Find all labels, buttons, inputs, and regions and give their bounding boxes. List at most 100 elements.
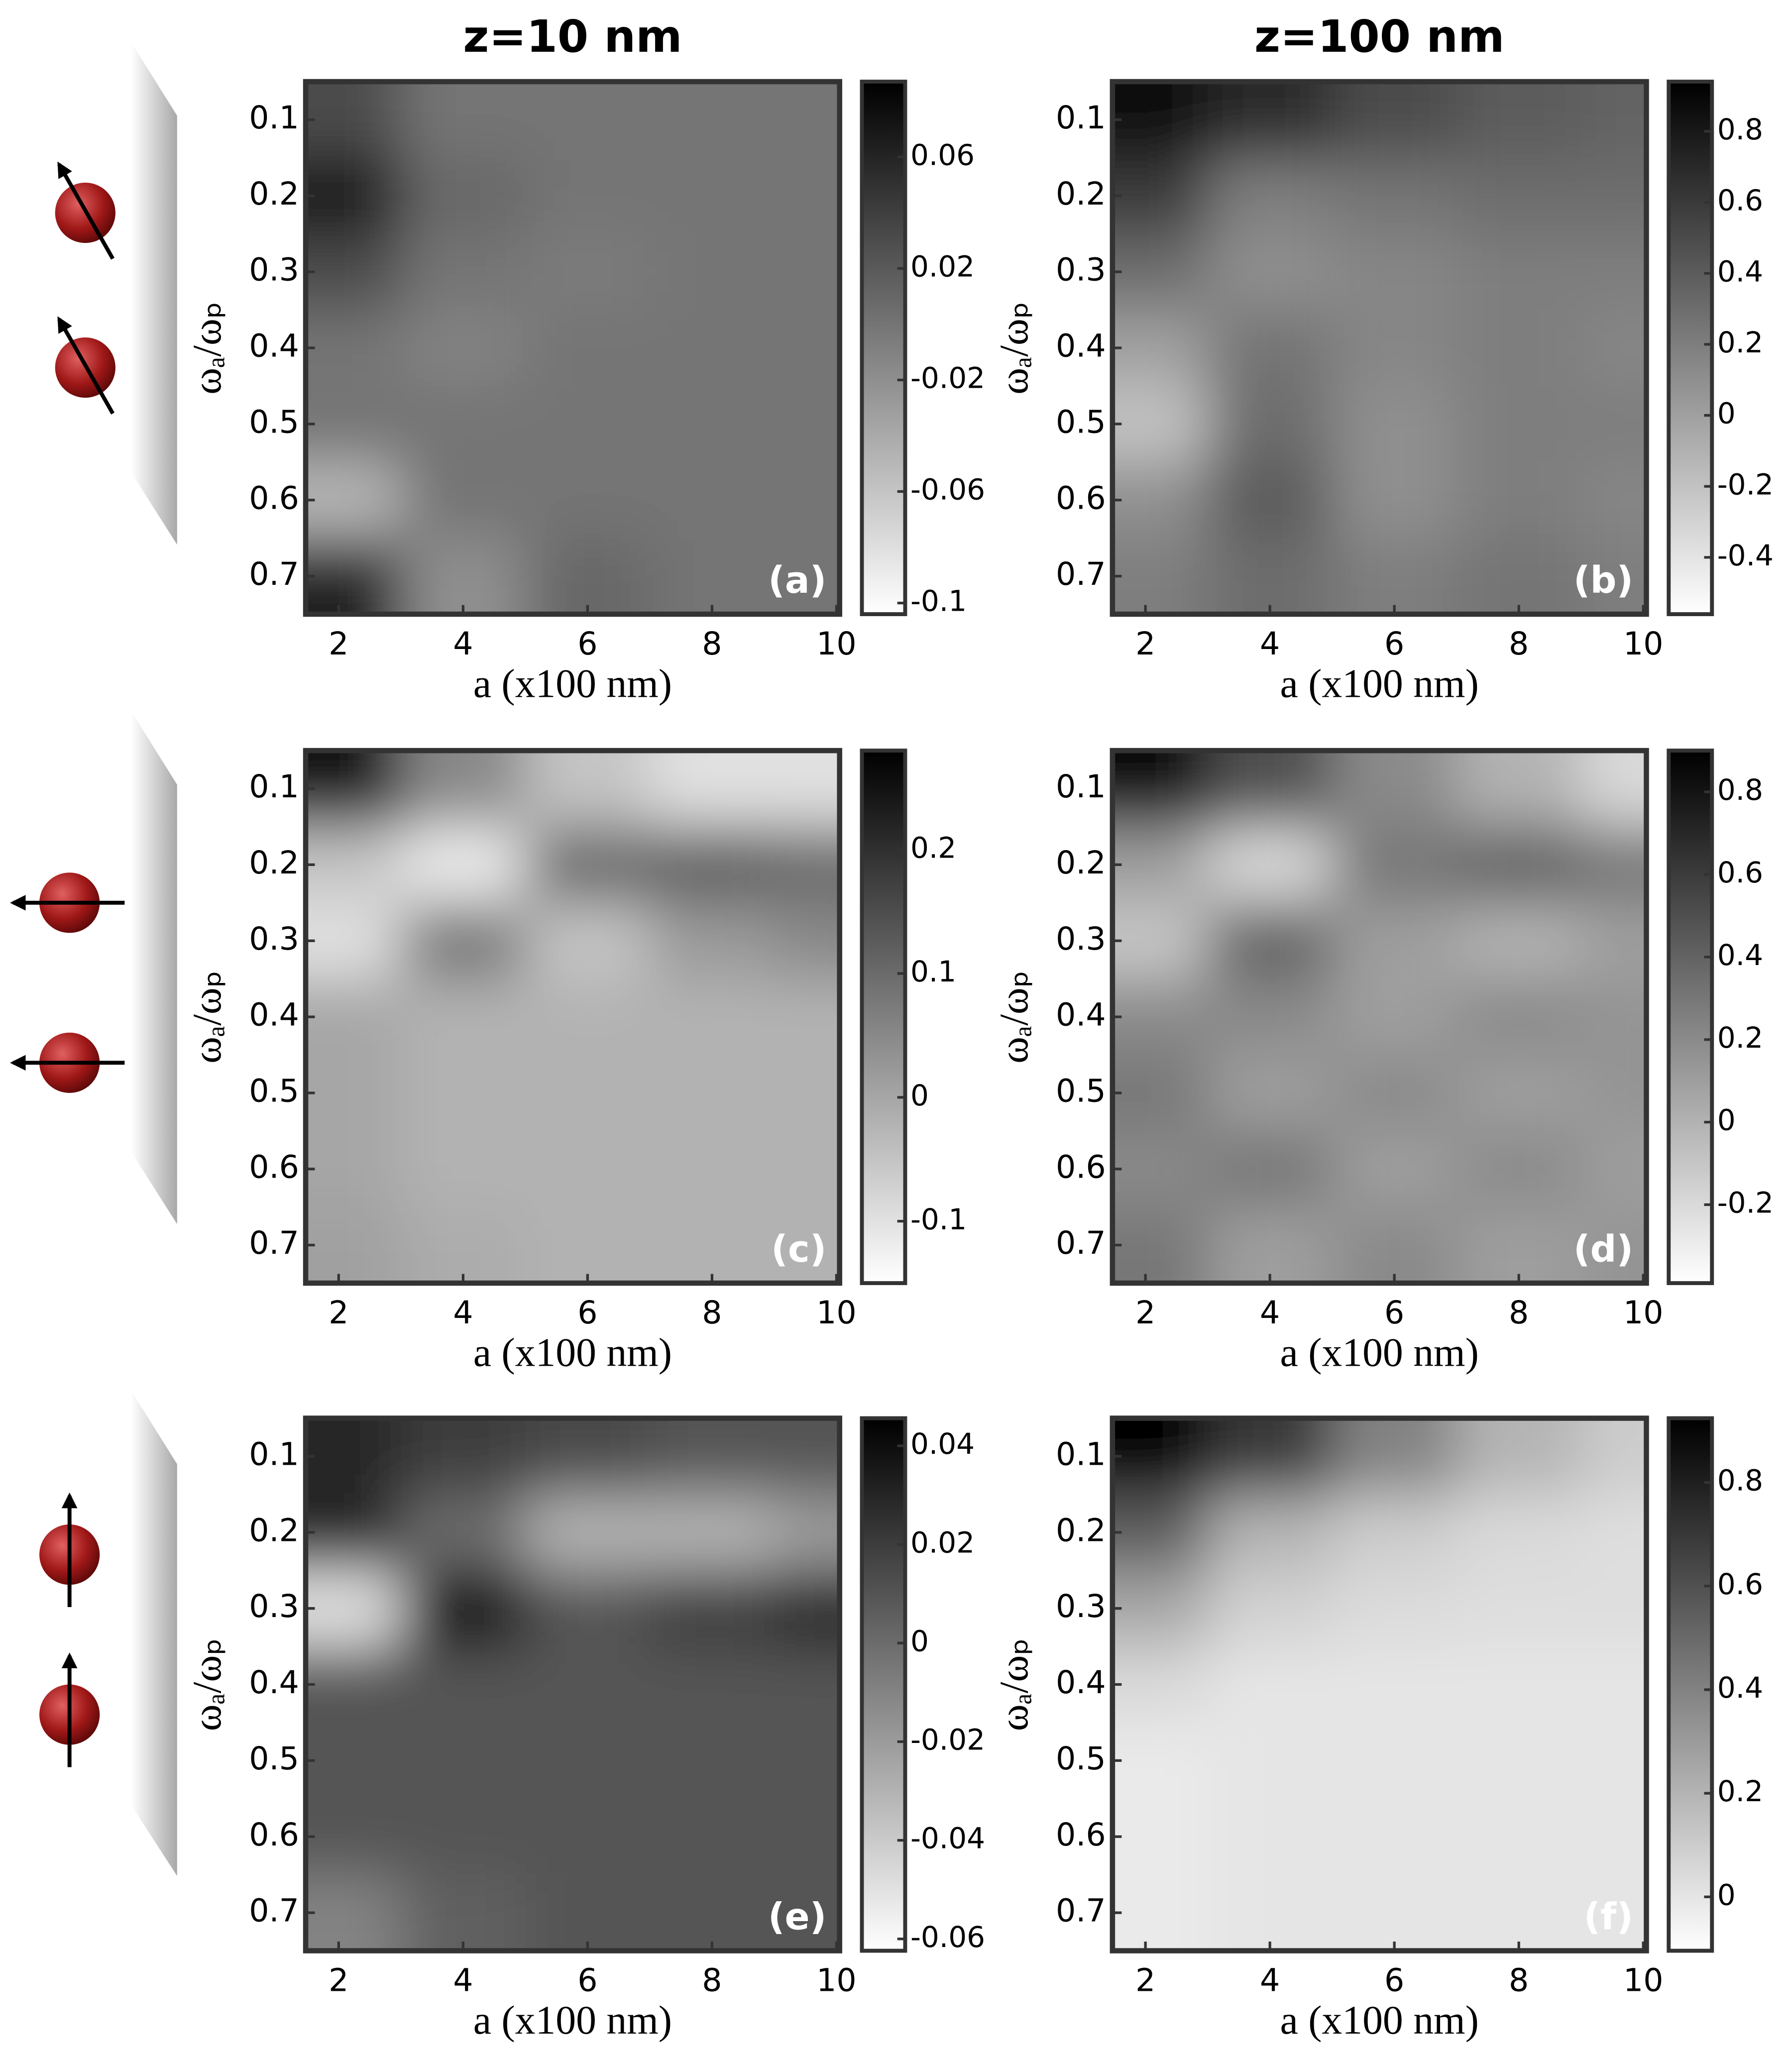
x-tick-label: 6 [577,1294,597,1331]
heat-cell [306,1207,402,1284]
heat-cell [774,1055,840,1132]
x-tick-label: 8 [702,1294,722,1331]
heat-cell [306,826,402,904]
heat-cell [1112,462,1209,539]
heat-cell [1112,1646,1209,1724]
heat-cell [1456,826,1582,904]
heat-cell [1581,82,1647,159]
heat-cell [774,310,840,387]
colorbar [860,80,907,616]
heat-cell [1112,82,1209,159]
colorbar-tick-label: 0.8 [1717,773,1763,807]
heat-cell [774,157,840,235]
heat-cell [401,1570,526,1647]
heat-cell [1332,1207,1457,1284]
heat-cell [1112,538,1209,615]
heatmap [306,751,840,1284]
heat-cell [1456,1055,1582,1132]
colorbar-tick-label: 0.4 [1717,254,1763,288]
heat-cell [774,1570,840,1647]
heat-cell [1332,1874,1457,1951]
colorbar-tick-label: 0.4 [1717,938,1763,972]
x-tick-label: 4 [1260,625,1280,662]
heat-cell [1112,902,1209,979]
heat-cell [1456,1722,1582,1800]
heat-cell [774,978,840,1056]
x-axis-label: a (x100 nm) [1280,1329,1479,1375]
heat-cell [1208,751,1333,828]
y-tick-label: 0.1 [1056,768,1106,805]
colorbar-tick-label: 0.02 [910,249,975,283]
heat-cell [650,386,775,463]
x-tick-label: 2 [1135,1961,1155,1998]
heat-cell [650,1055,775,1132]
panel: 2 4 6 8 10 0.1 0.2 0.3 0.4 0.5 0.6 0.7 a (x100 nm) ωₐ… [991,748,1774,1375]
plot-area [306,1418,840,1951]
colorbar-tick-label: 0.6 [1717,856,1763,889]
heat-cell [1456,1131,1582,1208]
heat-cell [774,1646,840,1724]
heat-cell [1456,1418,1582,1495]
y-tick-label: 0.6 [249,1816,299,1853]
heat-cell [401,1131,526,1208]
heat-cell [650,751,775,828]
colorbar-tick-label: -0.2 [1717,1186,1774,1220]
x-tick-label: 10 [1623,1294,1663,1331]
x-axis-label: a (x100 nm) [1280,1997,1479,2043]
heat-cell [1332,1494,1457,1571]
heat-cell [1456,310,1582,387]
heat-cell [774,1418,840,1495]
colorbar-tick-label: 0.02 [910,1525,975,1559]
x-tick-label: 6 [1384,1294,1404,1331]
x-tick-label: 4 [1260,1294,1280,1331]
heat-cell [401,826,526,904]
colorbar-tick-label: -0.02 [910,1723,985,1757]
heat-cell [1208,310,1333,387]
column-title: z=100 nm [1254,11,1505,63]
heat-cell [306,978,402,1056]
panel: 2 4 6 8 10 0.1 0.2 0.3 0.4 0.5 0.6 0.7 a (x100 nm) ωₐ… [184,11,985,706]
y-tick-label: 0.3 [249,251,299,288]
y-tick-label: 0.5 [249,1740,299,1777]
x-tick-label: 8 [1509,625,1529,662]
heat-cell [1112,1798,1209,1875]
heat-cell [401,751,526,828]
y-axis-label: ωₐ/ωₚ [184,301,229,395]
heat-cell [1112,826,1209,904]
colorbar-tick-label: -0.06 [910,1920,985,1954]
heat-cell [401,1874,526,1951]
heat-cell [1112,310,1209,387]
heat-cell [774,386,840,463]
y-tick-label: 0.3 [1056,920,1106,957]
heat-cell [306,538,402,615]
heat-cell [401,1207,526,1284]
y-tick-label: 0.1 [249,768,299,805]
column-title: z=10 nm [463,11,682,63]
heat-cell [1456,1798,1582,1875]
heat-cell [1112,157,1209,235]
heatmap [1112,751,1647,1284]
heat-cell [774,1494,840,1571]
colorbar-tick-label: 0.8 [1717,1464,1763,1498]
heat-cell [1332,1722,1457,1800]
heat-cell [1581,978,1647,1056]
x-tick-label: 10 [1623,1961,1663,1998]
heat-cell [774,902,840,979]
heat-cell [1581,233,1647,311]
heat-cell [1332,1570,1457,1647]
heat-cell [306,1494,402,1571]
heat-cell [401,1494,526,1571]
heat-cell [306,1570,402,1647]
heat-cell [525,538,651,615]
heat-cell [401,1798,526,1875]
x-tick-label: 2 [1135,625,1155,662]
x-tick-label: 2 [1135,1294,1155,1331]
y-tick-label: 0.1 [1056,99,1106,136]
heat-cell [1208,902,1333,979]
heat-cell [774,1131,840,1208]
heat-cell [1332,1646,1457,1724]
y-tick-label: 0.2 [1056,1512,1106,1548]
heat-cell [1332,233,1457,311]
y-axis-label: ωₐ/ωₚ [991,301,1036,395]
y-tick-label: 0.6 [1056,1148,1106,1185]
